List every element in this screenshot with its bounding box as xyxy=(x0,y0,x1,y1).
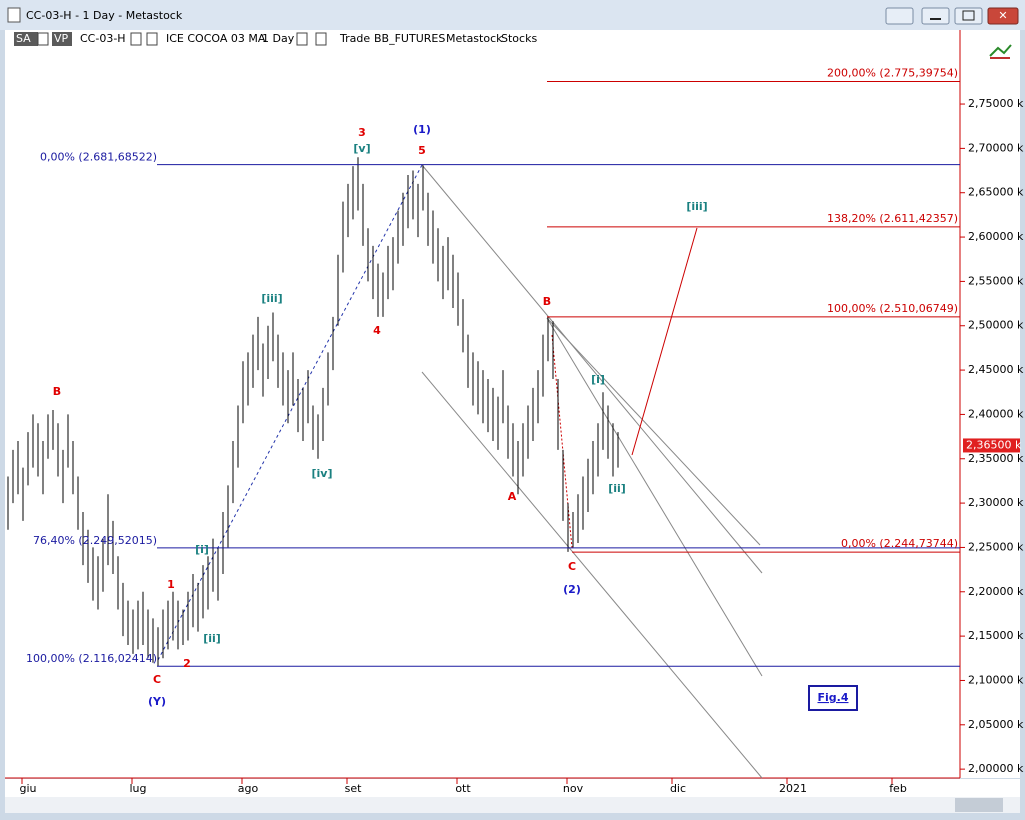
maximize-icon xyxy=(962,10,975,21)
toolbar-item: BB_FUTURES xyxy=(374,32,445,45)
x-tick-label: giu xyxy=(19,782,36,795)
wave-label: [i] xyxy=(195,543,209,556)
window-controls[interactable]: ✕ xyxy=(885,7,1019,25)
toolbar-button xyxy=(14,32,38,46)
title-bar xyxy=(0,0,1025,30)
restore-all-button[interactable] xyxy=(885,7,914,25)
x-axis-area xyxy=(5,779,1020,797)
y-tick-label: 2,70000 k xyxy=(968,141,1024,154)
toolbar-item: 1 Day xyxy=(262,32,295,45)
toolbar-item: Stocks xyxy=(501,32,537,45)
y-tick-label: 2,05000 k xyxy=(968,718,1024,731)
fib-level-label: 200,00% (2.775,39754) xyxy=(827,67,958,80)
channel-line xyxy=(421,164,763,574)
y-tick-label: 2,20000 k xyxy=(968,585,1024,598)
channel-line xyxy=(421,371,763,779)
wave-label: (1) xyxy=(413,123,431,136)
wave-label: C xyxy=(153,673,161,686)
x-tick-label: dic xyxy=(670,782,686,795)
fib-level-label: 100,00% (2.510,06749) xyxy=(827,302,958,315)
wave-label: 5 xyxy=(418,144,426,157)
channel-line xyxy=(546,317,763,677)
x-tick-label: nov xyxy=(563,782,584,795)
toolbar xyxy=(5,30,1020,48)
app-icon xyxy=(7,7,21,23)
wave-label: A xyxy=(508,490,517,503)
wave-label: [v] xyxy=(353,142,370,155)
wave-label: 4 xyxy=(373,324,381,337)
wave-label: [iii] xyxy=(686,200,707,213)
toolbar-dropdown[interactable] xyxy=(130,32,142,46)
toolbar-dropdown[interactable] xyxy=(315,32,327,46)
wave-label: [ii] xyxy=(608,482,626,495)
wave-label: 3 xyxy=(358,126,366,139)
wave-label: 2 xyxy=(183,657,191,670)
y-tick-label: 2,55000 k xyxy=(968,274,1024,287)
fib-level-label: 0,00% (2.244,73744) xyxy=(841,537,958,550)
tool-icon[interactable] xyxy=(989,44,1012,59)
tool-icon-path xyxy=(989,44,1012,57)
y-tick-label: 2,25000 k xyxy=(968,540,1024,553)
y-tick-label: 2,75000 k xyxy=(968,97,1024,110)
y-tick-label: 2,45000 k xyxy=(968,363,1024,376)
last-price-label: 2,36500 k xyxy=(966,438,1022,451)
fib-level-label: 138,20% (2.611,42357) xyxy=(827,212,958,225)
x-tick-label: lug xyxy=(129,782,146,795)
wave-label: (2) xyxy=(563,583,581,596)
wave-label: [iii] xyxy=(261,292,282,305)
close-button[interactable] xyxy=(987,7,1019,25)
toolbar-dropdown[interactable] xyxy=(37,32,49,46)
toolbar-item: Trade xyxy=(339,32,370,45)
fib-level-label: 0,00% (2.681,68522) xyxy=(40,151,157,164)
projection-line xyxy=(631,227,698,456)
y-tick-label: 2,60000 k xyxy=(968,230,1024,243)
wave-label: [i] xyxy=(591,373,605,386)
y-tick-label: 2,30000 k xyxy=(968,496,1024,509)
y-tick-label: 2,40000 k xyxy=(968,407,1024,420)
figure-label-box xyxy=(808,685,858,711)
y-tick-label: 2,50000 k xyxy=(968,319,1024,332)
y-tick-label: 2,10000 k xyxy=(968,673,1024,686)
scroll-thumb[interactable] xyxy=(955,798,1003,812)
toolbar-item: ICE COCOA 03 MA xyxy=(166,32,266,45)
toolbar-dropdown[interactable] xyxy=(146,32,158,46)
maximize-button[interactable] xyxy=(954,7,983,25)
figure-label: Fig.4 xyxy=(818,691,849,704)
toolbar-dropdown[interactable] xyxy=(296,32,308,46)
y-axis-area xyxy=(960,30,1020,778)
toolbar-button xyxy=(52,32,72,46)
wave-label: B xyxy=(543,295,551,308)
x-tick-label: 2021 xyxy=(779,782,807,795)
toolbar-item: Metastock xyxy=(446,32,503,45)
scrollbar[interactable] xyxy=(5,797,1020,813)
y-tick-label: 2,65000 k xyxy=(968,186,1024,199)
last-price-tag xyxy=(963,438,1020,453)
wave-label: B xyxy=(53,385,61,398)
window-title: CC-03-H - 1 Day - Metastock xyxy=(26,9,183,22)
close-icon: ✕ xyxy=(998,9,1007,22)
wave-label: C xyxy=(568,560,576,573)
toolbar-item: CC-03-H xyxy=(80,32,126,45)
minimize-button[interactable] xyxy=(921,7,950,25)
wave-label: 1 xyxy=(167,578,175,591)
trend-lines xyxy=(157,164,763,779)
wave-label: [ii] xyxy=(203,632,221,645)
toolbar-item: SA xyxy=(16,32,31,45)
y-tick-label: 2,00000 k xyxy=(968,762,1024,775)
wave-label: (Y) xyxy=(148,695,166,708)
marks xyxy=(7,157,619,667)
x-tick-label: feb xyxy=(889,782,907,795)
x-tick-label: ago xyxy=(238,782,259,795)
fib-level-label: 76,40% (2.249,52015) xyxy=(33,534,157,547)
x-tick-label: ott xyxy=(455,782,471,795)
channel-line xyxy=(546,317,761,546)
x-tick-label: set xyxy=(345,782,362,795)
y-tick-label: 2,15000 k xyxy=(968,629,1024,642)
toolbar-item: VP xyxy=(54,32,69,45)
y-tick-label: 2,35000 k xyxy=(968,452,1024,465)
fib-level-label: 100,00% (2.116,02414) xyxy=(26,652,157,665)
wave-label: [iv] xyxy=(312,467,333,480)
